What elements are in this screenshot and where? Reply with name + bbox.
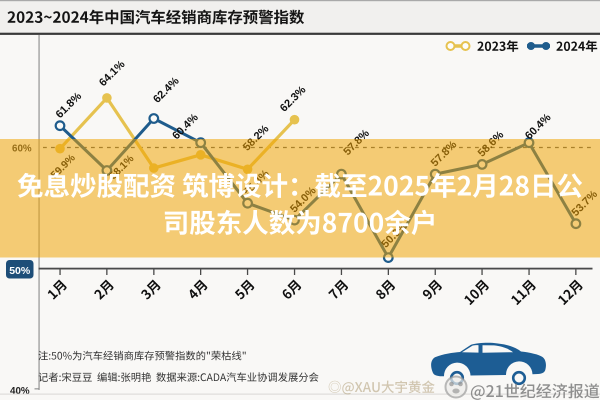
svg-text:40%: 40% xyxy=(10,386,30,397)
svg-text:50%: 50% xyxy=(9,265,31,277)
